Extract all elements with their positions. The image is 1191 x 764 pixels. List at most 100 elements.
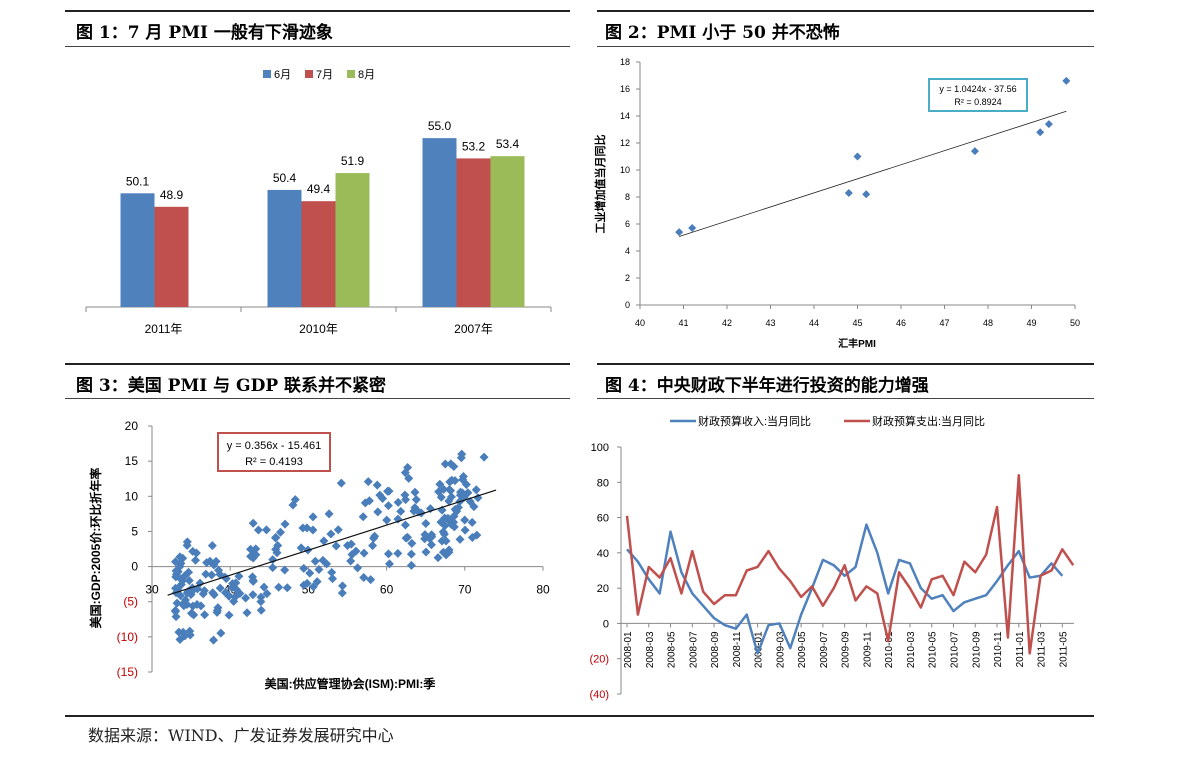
scatter-point — [246, 551, 256, 561]
scatter-point — [170, 605, 180, 615]
scatter-point — [231, 584, 241, 594]
scatter-point — [370, 531, 380, 541]
equation-text: y = 0.356x - 15.461 — [227, 440, 321, 452]
scatter-point — [460, 515, 470, 525]
y-tick-label: 15 — [125, 454, 139, 468]
scatter-point — [471, 485, 481, 495]
x-tick-label: 2011-03 — [1037, 631, 1048, 667]
scatter-point — [211, 556, 221, 566]
series-line-2 — [625, 473, 1075, 655]
scatter-point — [400, 490, 410, 500]
x-axis-label: 美国:供应管理协会(ISM):PMI:季 — [265, 676, 437, 691]
x-tick-label: 2009-11 — [862, 631, 873, 667]
scatter-point — [202, 558, 212, 568]
scatter-point — [346, 539, 356, 549]
data-label: 55.0 — [428, 119, 452, 133]
scatter-point — [435, 479, 445, 489]
scatter-point — [461, 480, 471, 490]
rule-title-right-1 — [597, 46, 1094, 47]
scatter-point — [208, 635, 218, 645]
scatter-point — [327, 567, 337, 577]
scatter-point — [215, 583, 225, 593]
scatter-point — [346, 556, 356, 566]
scatter-point — [190, 555, 200, 565]
scatter-point — [272, 548, 282, 558]
scatter-point — [242, 608, 252, 618]
y-tick-label: 5 — [131, 524, 138, 538]
scatter-point — [256, 592, 266, 602]
scatter-point — [410, 503, 420, 513]
r2-text: R² = 0.4193 — [245, 456, 303, 468]
scatter-point — [384, 559, 394, 569]
legend-label-1: 6月 — [274, 69, 291, 81]
y-tick-label: 18 — [620, 57, 630, 67]
x-tick-label: 2009-09 — [841, 631, 852, 668]
scatter-point-4 — [853, 152, 862, 161]
scatter-point — [407, 538, 417, 548]
scatter-point — [180, 571, 190, 581]
y-tick-label: (15) — [117, 665, 138, 679]
trendline — [679, 110, 1067, 237]
scatter-point — [467, 533, 477, 543]
y-tick-label: 12 — [620, 138, 630, 148]
x-tick-label: 45 — [852, 318, 862, 328]
rule-top-right — [597, 10, 1094, 12]
bar-2-2 — [301, 201, 336, 307]
scatter-point — [318, 555, 328, 565]
scatter-point — [207, 541, 217, 551]
x-tick-label: 42 — [722, 318, 732, 328]
scatter-point — [199, 586, 209, 596]
x-tick-label: 46 — [896, 318, 906, 328]
scatter-point — [383, 549, 393, 559]
scatter-point-5 — [862, 190, 871, 199]
x-tick-label: 2010-03 — [906, 631, 917, 668]
scatter-point-8 — [1044, 120, 1053, 129]
x-tick-label: 2009-03 — [775, 631, 786, 668]
scatter-point — [290, 495, 300, 505]
equation-text: y = 1.0424x - 37.56 — [939, 84, 1016, 94]
scatter-point — [273, 541, 283, 551]
y-tick-label: 0 — [603, 618, 609, 630]
scatter-point-9 — [1062, 76, 1071, 85]
bar-2-3 — [456, 158, 491, 307]
x-tick-label: 48 — [983, 318, 993, 328]
rule-mid-right — [597, 363, 1094, 365]
scatter-point — [175, 561, 185, 571]
x-tick-label: 41 — [678, 318, 688, 328]
scatter-point — [319, 536, 329, 546]
scatter-point-7 — [1036, 128, 1045, 137]
scatter-point — [441, 536, 451, 546]
legend-label-1: 财政预算收入:当月同比 — [698, 414, 811, 428]
source-note: 数据来源：WIND、广发证券发展研究中心 — [88, 726, 394, 745]
scatter-point — [383, 501, 393, 511]
scatter-point — [402, 532, 412, 542]
scatter-point — [280, 519, 290, 529]
scatter-point — [261, 525, 271, 535]
y-tick-label: 100 — [591, 442, 609, 454]
scatter-point — [358, 512, 368, 522]
scatter-point — [227, 579, 237, 589]
y-tick-label: 2 — [625, 273, 630, 283]
x-tick-label: 2008-11 — [732, 631, 743, 667]
scatter-point — [280, 565, 290, 575]
scatter-point — [191, 548, 201, 558]
scatter-point — [353, 563, 363, 573]
y-tick-label: 40 — [597, 548, 609, 560]
x-tick-label: 2008-01 — [623, 631, 634, 668]
x-tick-label: 70 — [458, 583, 472, 597]
scatter-point — [463, 488, 473, 498]
scatter-point — [347, 550, 357, 560]
scatter-point — [314, 565, 324, 575]
data-label: 53.4 — [496, 137, 520, 151]
scatter-point — [400, 520, 410, 530]
data-label: 49.4 — [307, 182, 331, 196]
legend-label-3: 8月 — [358, 69, 375, 81]
x-tick-label: 43 — [765, 318, 775, 328]
scatter-point — [308, 582, 318, 592]
scatter-point — [446, 492, 456, 502]
y-tick-label: 4 — [625, 246, 630, 256]
scatter-point — [215, 569, 225, 579]
y-axis-label: 工业增加值当月同比 — [593, 135, 607, 234]
